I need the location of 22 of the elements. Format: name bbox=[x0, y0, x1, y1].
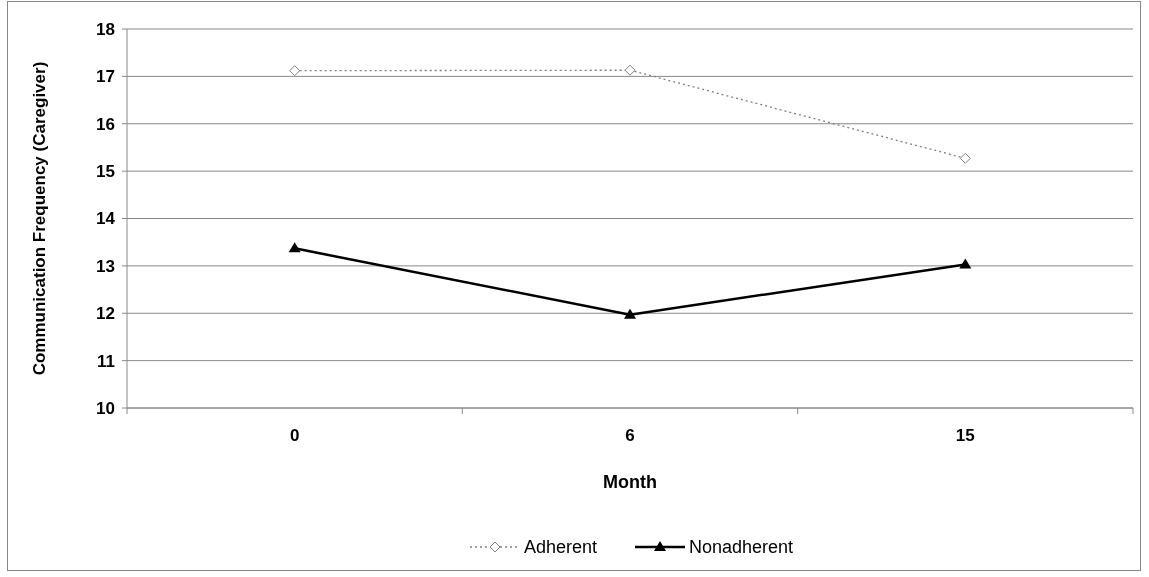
y-tick-label: 17 bbox=[96, 67, 115, 87]
legend-label: Adherent bbox=[524, 537, 598, 558]
y-tick-label: 14 bbox=[96, 209, 116, 229]
y-tick-label: 11 bbox=[97, 351, 115, 371]
point bbox=[624, 64, 636, 76]
point bbox=[624, 308, 636, 319]
y-tick-label: 12 bbox=[96, 304, 115, 324]
x-axis-title: Month bbox=[603, 472, 657, 492]
point bbox=[959, 152, 971, 164]
point bbox=[289, 65, 301, 77]
y-tick-label: 10 bbox=[96, 398, 115, 418]
y-tick-label: 16 bbox=[96, 114, 115, 134]
y-axis-title: Communication Frequency (Caregiver) bbox=[30, 61, 49, 376]
x-tick-label: 15 bbox=[955, 426, 975, 445]
y-tick-label: 13 bbox=[96, 256, 115, 276]
y-tick-label: 18 bbox=[96, 19, 115, 39]
x-tick-label: 0 bbox=[289, 426, 300, 445]
y-tick-label: 15 bbox=[96, 162, 115, 182]
legend-label: Nonadherent bbox=[689, 537, 794, 558]
point bbox=[959, 258, 972, 269]
point bbox=[288, 242, 301, 253]
x-tick-label: 6 bbox=[625, 426, 635, 445]
